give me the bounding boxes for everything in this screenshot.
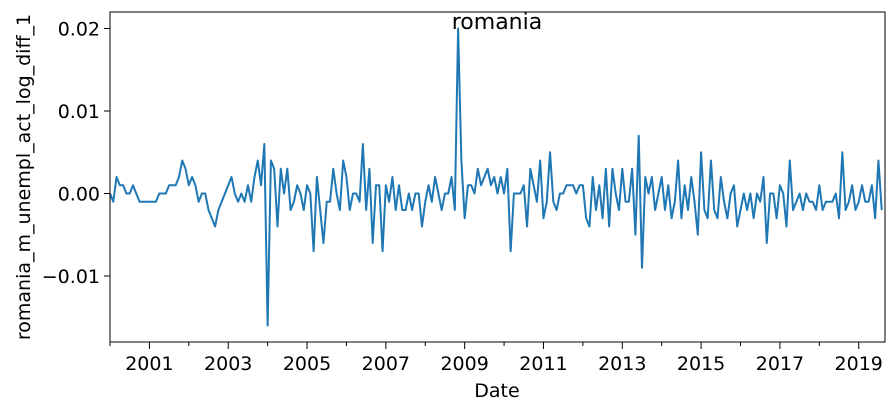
y-tick-label: 0.00	[58, 184, 100, 206]
x-axis: 2001 2003 2005 2007 2009 2011 2013 2015 2017 2019	[109, 342, 883, 375]
plot-frame	[109, 11, 886, 343]
y-tick-label: −0.01	[42, 266, 100, 288]
x-tick-label: 2011	[519, 353, 567, 375]
y-axis-label: romania_m_unempl_act_log_diff_1	[13, 14, 35, 340]
x-tick-label: 2019	[835, 353, 883, 375]
x-tick-label: 2007	[362, 353, 410, 375]
x-tick-label: 2001	[125, 353, 173, 375]
y-tick-label: 0.01	[58, 101, 100, 123]
x-tick-label: 2005	[283, 353, 331, 375]
x-tick-label: 2015	[677, 353, 725, 375]
series-line	[109, 27, 883, 327]
plot-area	[110, 12, 885, 342]
y-axis: 0.02 0.01 0.00 −0.01	[42, 19, 110, 288]
x-tick-label: 2013	[598, 353, 646, 375]
x-tick-label: 2017	[756, 353, 804, 375]
x-tick-label: 2003	[204, 353, 252, 375]
y-tick-label: 0.02	[58, 19, 100, 41]
x-tick-label: 2009	[440, 353, 488, 375]
chart-title: romania	[452, 10, 542, 35]
x-axis-label: Date	[474, 380, 519, 402]
